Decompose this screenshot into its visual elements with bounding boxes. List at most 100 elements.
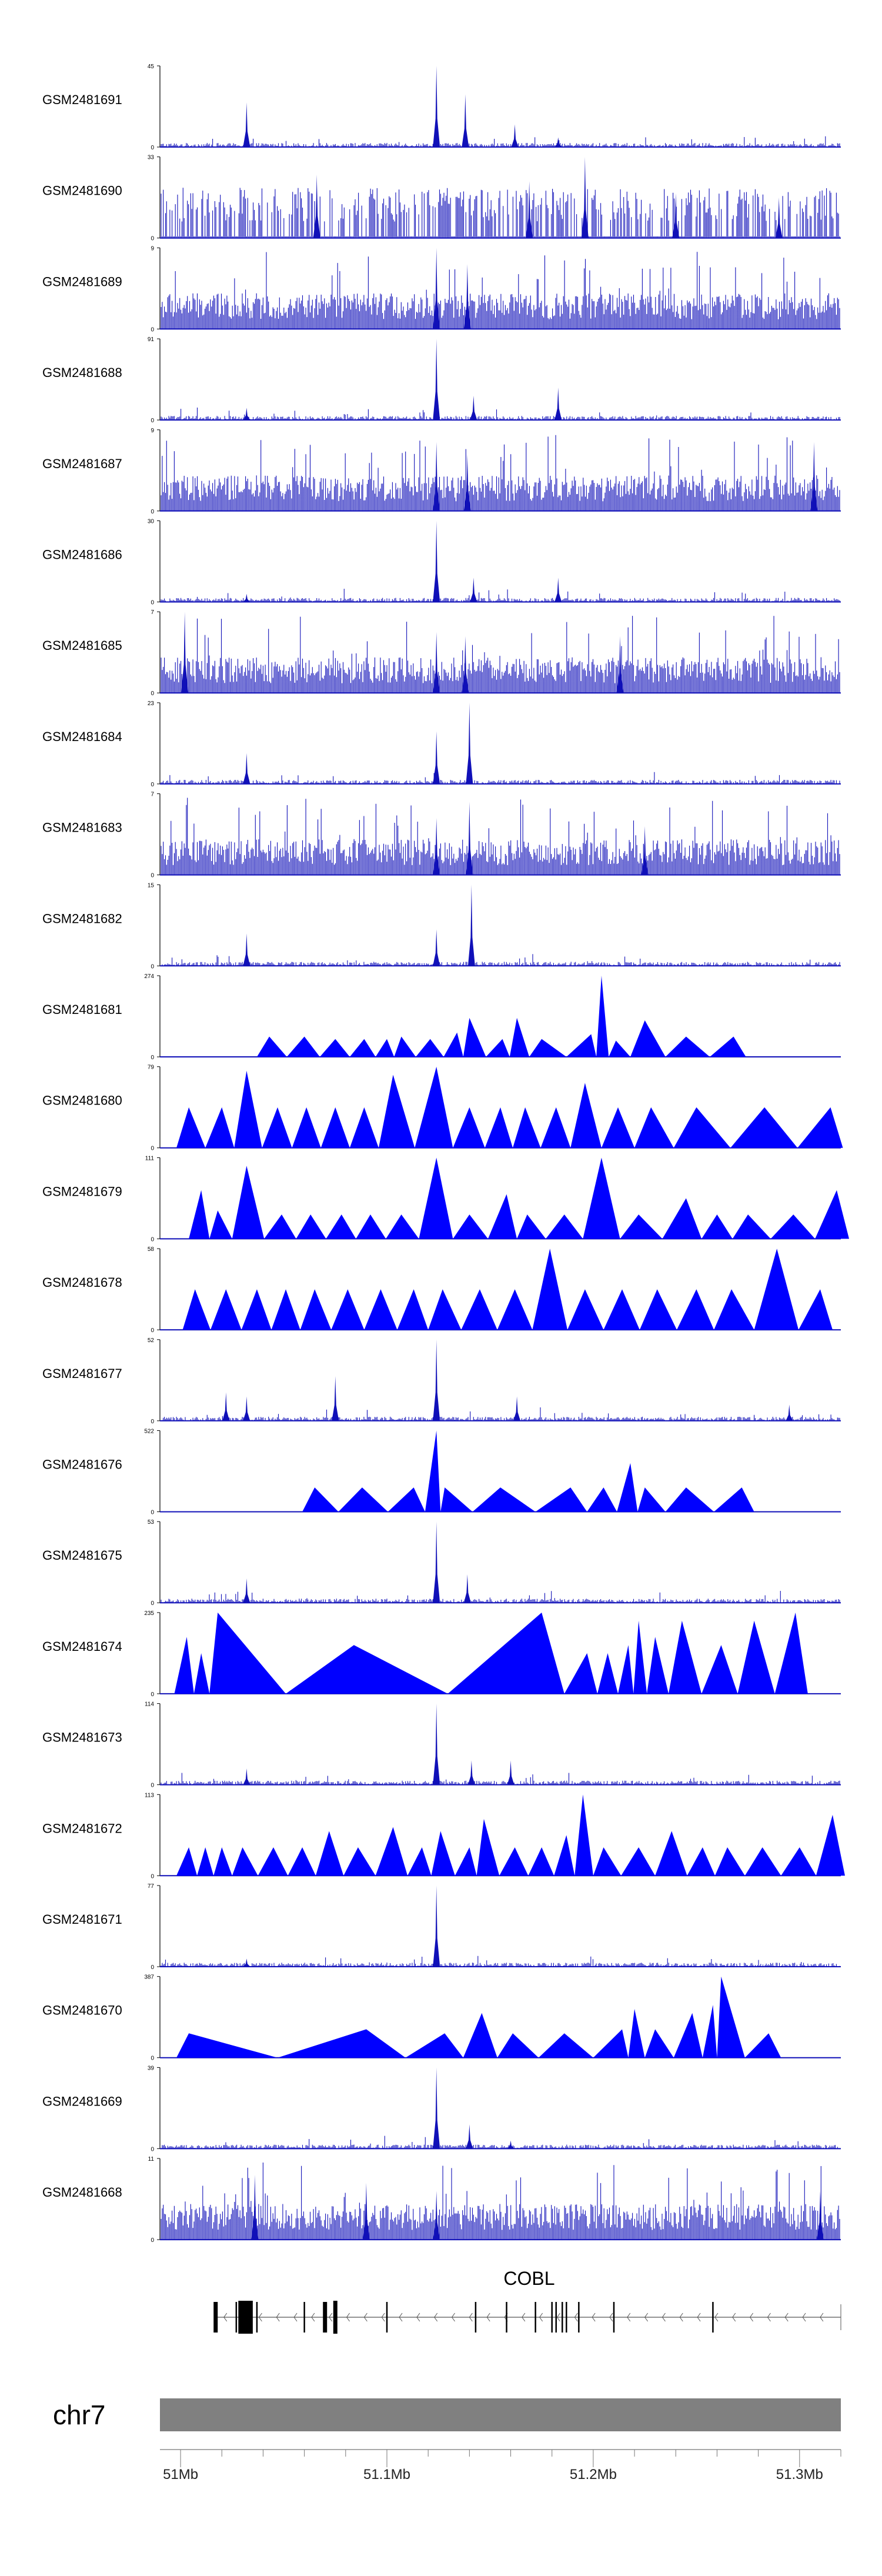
coverage-peak bbox=[673, 1107, 731, 1148]
coverage-peak bbox=[397, 1289, 429, 1330]
coverage-peak bbox=[620, 1214, 663, 1239]
track-label: GSM2481673 bbox=[42, 1730, 122, 1745]
coverage-peak bbox=[644, 2029, 674, 2058]
coverage-peak bbox=[453, 1107, 485, 1148]
track-label: GSM2481675 bbox=[42, 1548, 122, 1563]
coverage-peak bbox=[815, 1190, 850, 1239]
coverage-peak bbox=[232, 1847, 258, 1876]
coverage-peak bbox=[593, 1847, 622, 1876]
coverage-peak bbox=[737, 1620, 775, 1694]
coverage-peak bbox=[574, 1794, 593, 1876]
gene-exon bbox=[323, 2302, 328, 2333]
coverage-peak bbox=[433, 731, 440, 784]
coverage-peak bbox=[463, 2013, 497, 2058]
coverage-peak bbox=[349, 1107, 379, 1148]
genome-axis: 51Mb 51.1Mb 51.2Mb 51.3Mb bbox=[160, 2449, 841, 2482]
coverage-peak bbox=[497, 1289, 533, 1330]
coverage-bars bbox=[161, 435, 840, 511]
track-label: GSM2481674 bbox=[42, 1639, 122, 1654]
coverage-peak bbox=[286, 1036, 320, 1057]
coverage-peak bbox=[567, 1289, 604, 1330]
track-GSM2481685: GSM2481685 7 0 bbox=[42, 609, 841, 697]
coverage-peak bbox=[499, 1847, 529, 1876]
y-axis-max-label: 79 bbox=[148, 1065, 155, 1071]
y-axis-max-label: 11 bbox=[148, 2156, 155, 2163]
gene-exon bbox=[613, 2302, 615, 2333]
strand-arrow bbox=[574, 2313, 578, 2322]
y-axis-max-label: 9 bbox=[151, 428, 154, 434]
y-axis-zero-label: 0 bbox=[151, 236, 154, 242]
coverage-peak bbox=[232, 1166, 265, 1239]
coverage-peak bbox=[222, 1392, 230, 1421]
coverage-peak bbox=[507, 2140, 514, 2149]
coverage-peak bbox=[461, 1289, 497, 1330]
coverage-bars bbox=[161, 1956, 840, 1967]
coverage-peak bbox=[455, 1847, 477, 1876]
coverage-peak bbox=[774, 1612, 808, 1694]
coverage-peak bbox=[618, 1645, 634, 1694]
strand-arrow bbox=[223, 2313, 228, 2322]
coverage-peak bbox=[466, 802, 473, 875]
y-axis-max-label: 30 bbox=[148, 519, 155, 525]
y-axis-zero-label: 0 bbox=[151, 1783, 154, 1789]
coverage-bars bbox=[161, 1591, 840, 1603]
coverage-bars bbox=[161, 616, 840, 693]
coverage-peak bbox=[271, 1289, 300, 1330]
y-axis-zero-label: 0 bbox=[151, 1510, 154, 1516]
track-label: GSM2481668 bbox=[42, 2185, 122, 2200]
track-label: GSM2481678 bbox=[42, 1275, 122, 1290]
strand-arrow bbox=[434, 2313, 438, 2322]
coverage-peak bbox=[714, 1289, 754, 1330]
coverage-bars bbox=[161, 2135, 840, 2149]
y-axis-max-label: 53 bbox=[148, 1519, 155, 1526]
coverage-peak bbox=[251, 2174, 259, 2240]
coverage-peak bbox=[320, 1107, 350, 1148]
coverage-peak bbox=[655, 1831, 687, 1876]
track-label: GSM2481686 bbox=[42, 548, 122, 562]
coverage-peak bbox=[234, 1070, 262, 1148]
coverage-peak bbox=[433, 2191, 440, 2240]
track-GSM2481684: GSM2481684 23 0 bbox=[42, 700, 841, 788]
coverage-peak bbox=[526, 181, 533, 238]
y-axis-zero-label: 0 bbox=[151, 782, 154, 788]
track-label: GSM2481681 bbox=[42, 1002, 122, 1017]
coverage-peak bbox=[433, 339, 440, 421]
strand-arrow bbox=[609, 2313, 613, 2322]
coverage-peak bbox=[463, 264, 471, 329]
x-axis-tick-label: 51.3Mb bbox=[776, 2467, 823, 2482]
gene-exon bbox=[555, 2302, 557, 2333]
coverage-bars bbox=[161, 136, 840, 147]
coverage-peak bbox=[639, 1289, 677, 1330]
gene-exon bbox=[506, 2302, 507, 2333]
y-axis-max-label: 9 bbox=[151, 245, 154, 252]
y-axis-max-label: 39 bbox=[148, 2065, 155, 2071]
coverage-peak bbox=[637, 1487, 666, 1512]
y-axis-zero-label: 0 bbox=[151, 418, 154, 424]
strand-arrow bbox=[556, 2313, 560, 2322]
strand-arrow bbox=[486, 2313, 490, 2322]
coverage-peak bbox=[472, 1487, 536, 1512]
coverage-peak bbox=[566, 1034, 597, 1057]
y-axis-max-label: 23 bbox=[148, 700, 155, 707]
coverage-bars bbox=[161, 798, 840, 875]
y-axis-zero-label: 0 bbox=[151, 2237, 154, 2244]
coverage-bars bbox=[161, 252, 840, 329]
coverage-peak bbox=[364, 1289, 397, 1330]
track-label: GSM2481688 bbox=[42, 365, 122, 380]
coverage-peak bbox=[710, 1036, 746, 1057]
gene-exon bbox=[386, 2302, 388, 2333]
track-label: GSM2481690 bbox=[42, 183, 122, 198]
strand-arrow bbox=[522, 2313, 526, 2322]
track-GSM2481680: GSM2481680 79 0 bbox=[42, 1065, 843, 1152]
track-label: GSM2481685 bbox=[42, 638, 122, 653]
coverage-peak bbox=[375, 1039, 395, 1057]
y-axis-max-label: 45 bbox=[148, 64, 155, 70]
track-GSM2481675: GSM2481675 53 0 bbox=[42, 1519, 841, 1607]
track-label: GSM2481684 bbox=[42, 729, 122, 744]
coverage-peak bbox=[425, 1430, 441, 1512]
coverage-peak bbox=[193, 1653, 210, 1694]
coverage-peak bbox=[617, 1463, 638, 1512]
coverage-peak bbox=[677, 1289, 714, 1330]
coverage-peak bbox=[687, 1847, 715, 1876]
strand-arrow bbox=[820, 2313, 824, 2322]
